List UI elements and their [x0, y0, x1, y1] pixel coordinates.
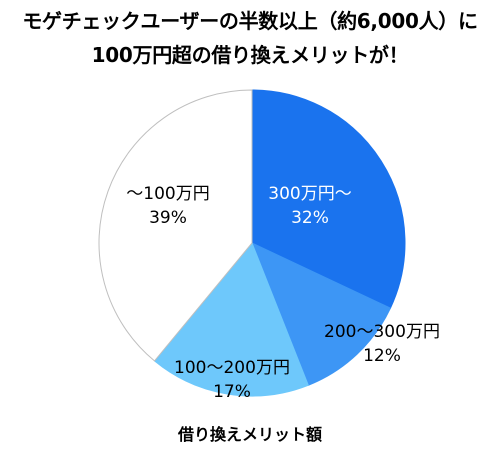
slice-label-4: 〜100万円 39% — [126, 184, 209, 228]
slice-category-label: 300万円〜 — [268, 184, 351, 204]
pie-labels: 300万円〜 32% 200〜300万円 12% 100〜200万円 17% 〜100万円 3… — [126, 184, 440, 402]
pie-slice-4 — [98, 89, 253, 362]
slice-category-label: 〜100万円 — [126, 184, 209, 204]
pie-slices — [98, 89, 406, 397]
slice-category-label: 200〜300万円 — [324, 322, 440, 342]
slice-category-label: 100〜200万円 — [174, 358, 290, 378]
chart-title: モゲチェックユーザーの半数以上（約6,000人）に 100万円超の借り換えメリッ… — [0, 4, 500, 72]
slice-label-1: 300万円〜 32% — [268, 184, 351, 228]
slice-value-label: 12% — [363, 346, 401, 366]
chart-title-line-1: モゲチェックユーザーの半数以上（約6,000人）に — [22, 9, 478, 33]
chart-title-line-2: 100万円超の借り換えメリットが！ — [91, 43, 409, 67]
pie-slice-1 — [251, 89, 406, 309]
slice-value-label: 32% — [291, 208, 329, 228]
slice-label-2: 200〜300万円 12% — [324, 322, 440, 366]
pie-slice-3 — [153, 242, 309, 397]
chart-xlabel: 借り換えメリット額 — [177, 425, 322, 444]
slice-value-label: 17% — [213, 382, 251, 402]
slice-value-label: 39% — [149, 208, 187, 228]
slice-label-3: 100〜200万円 17% — [174, 358, 290, 402]
pie-slice-2 — [251, 242, 392, 386]
